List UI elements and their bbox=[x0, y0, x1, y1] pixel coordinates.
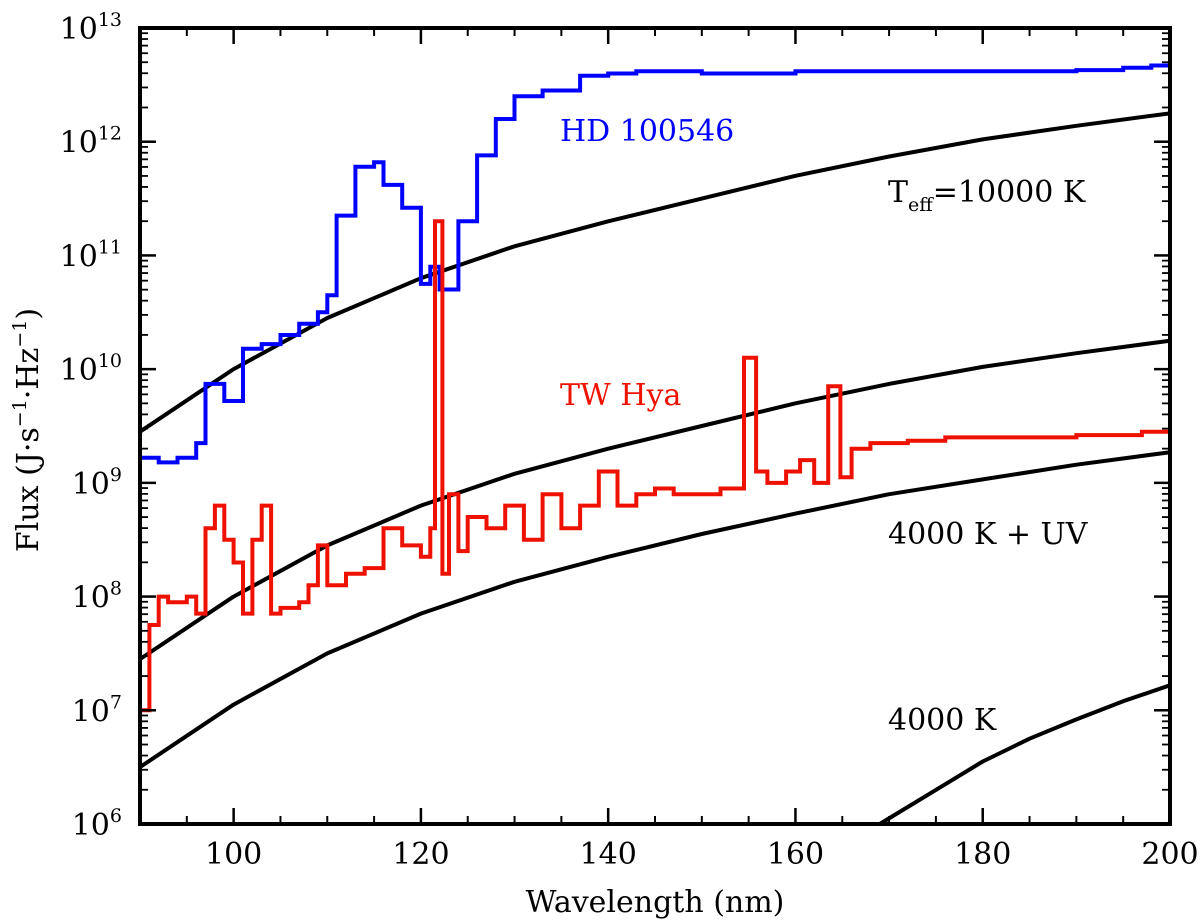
y-tick-label-6: 106 bbox=[72, 805, 122, 843]
y-title-hz: ·Hz bbox=[11, 348, 46, 400]
model-curve-3 bbox=[878, 683, 1170, 824]
y-title-close: ) bbox=[11, 308, 46, 320]
x-tick-label-100: 100 bbox=[205, 837, 262, 872]
model-curve-0 bbox=[140, 111, 1170, 434]
y-tick-label-9: 109 bbox=[72, 464, 122, 502]
x-tick-label-180: 180 bbox=[954, 837, 1011, 872]
x-tick-label-120: 120 bbox=[392, 837, 449, 872]
k4000-label: 4000 K bbox=[888, 703, 997, 738]
model-curve-1 bbox=[140, 338, 1170, 661]
plot-area bbox=[140, 63, 1170, 824]
x-tick-label-160: 160 bbox=[767, 837, 824, 872]
teff-label: Teff=10000 K bbox=[888, 175, 1086, 216]
axis-ticks: 100 120 140 160 180 200 106 107 108 109 1010 1011 10… bbox=[60, 9, 1199, 872]
x-tick-label-140: 140 bbox=[580, 837, 637, 872]
x-axis-title: Wavelength (nm) bbox=[526, 885, 785, 920]
y-title-s: ·s bbox=[11, 427, 46, 452]
hd100546-label: HD 100546 bbox=[560, 114, 734, 149]
teff-main: T bbox=[888, 175, 908, 210]
teff-sub: eff bbox=[908, 194, 934, 216]
x-tick-label-200: 200 bbox=[1141, 837, 1198, 872]
twhya-label: TW Hya bbox=[560, 378, 681, 413]
y-tick-label-8: 108 bbox=[72, 578, 122, 616]
y-title-exp2: −1 bbox=[9, 320, 31, 348]
y-tick-label-12: 1012 bbox=[60, 123, 122, 161]
y-title-exp1: −1 bbox=[9, 399, 31, 427]
model-curve-2 bbox=[140, 450, 1170, 769]
series-hd100546 bbox=[140, 63, 1170, 465]
y-tick-label-10: 1010 bbox=[60, 350, 122, 388]
y-tick-label-11: 1011 bbox=[60, 236, 122, 274]
y-title-flux: Flux (J bbox=[11, 452, 46, 552]
y-tick-label-7: 107 bbox=[72, 691, 122, 729]
y-axis-title: Flux (J·s−1·Hz−1) bbox=[9, 308, 46, 552]
uv-label: 4000 K + UV bbox=[888, 517, 1089, 552]
teff-rest: =10000 K bbox=[933, 175, 1086, 210]
series-twhya bbox=[140, 219, 1170, 713]
y-tick-label-13: 1013 bbox=[60, 9, 122, 47]
